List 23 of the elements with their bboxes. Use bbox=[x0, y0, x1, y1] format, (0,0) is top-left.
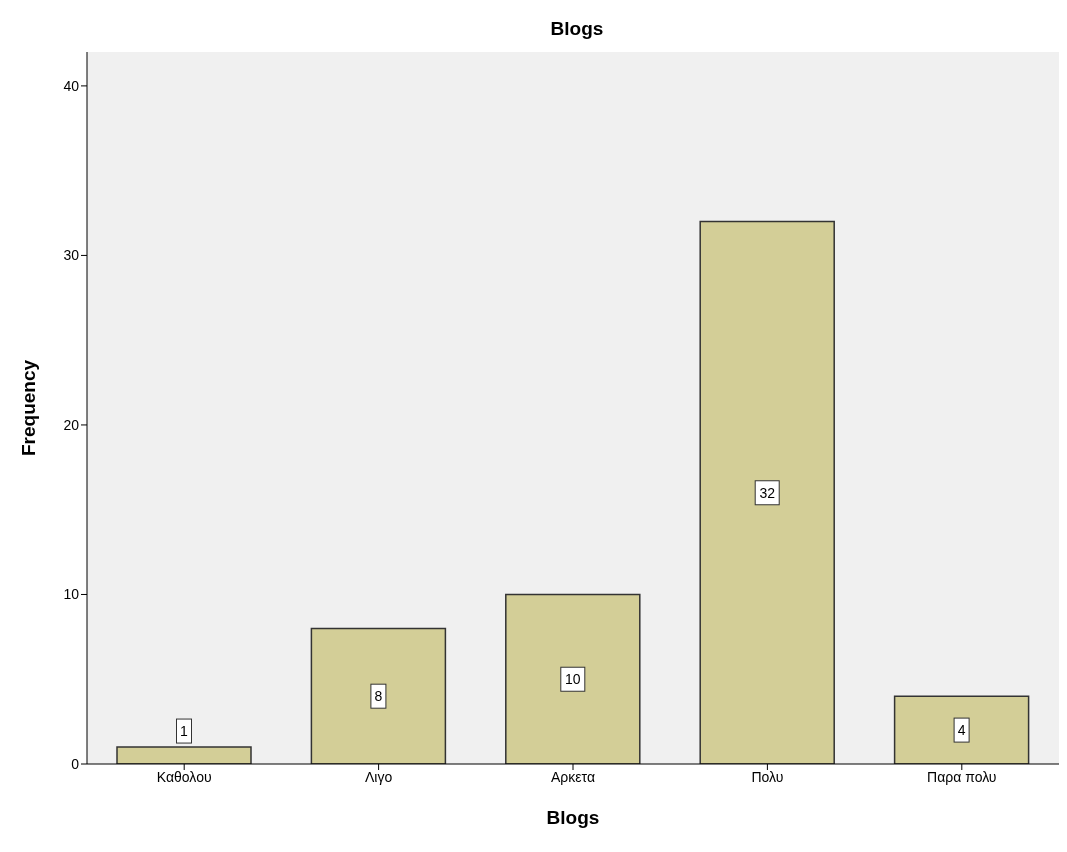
y-tick-label: 0 bbox=[71, 755, 80, 772]
bar bbox=[116, 746, 252, 764]
data-label: 8 bbox=[374, 688, 383, 705]
bar bbox=[310, 627, 447, 764]
y-tick-label: 10 bbox=[63, 586, 80, 603]
x-axis-title: Blogs bbox=[546, 807, 600, 828]
x-tick-label: Πολυ bbox=[751, 768, 784, 785]
x-tick-label: Καθολου bbox=[156, 768, 212, 785]
y-tick-label: 20 bbox=[63, 416, 80, 433]
data-label: 4 bbox=[957, 722, 966, 739]
bar bbox=[505, 593, 641, 764]
data-label: 32 bbox=[759, 484, 776, 501]
x-tick-label: Παρα πολυ bbox=[927, 768, 997, 785]
bar bbox=[893, 695, 1030, 764]
y-axis-title: Frequency bbox=[17, 359, 39, 457]
data-label: 1 bbox=[180, 723, 189, 740]
x-tick-label: Λιγο bbox=[364, 768, 393, 785]
data-label: 10 bbox=[565, 671, 581, 688]
x-tick-label: Αρκετα bbox=[551, 768, 595, 785]
y-tick-label: 30 bbox=[63, 247, 80, 264]
y-tick-label: 40 bbox=[63, 77, 80, 94]
bar bbox=[699, 220, 835, 764]
chart-title: Blogs bbox=[549, 18, 605, 40]
